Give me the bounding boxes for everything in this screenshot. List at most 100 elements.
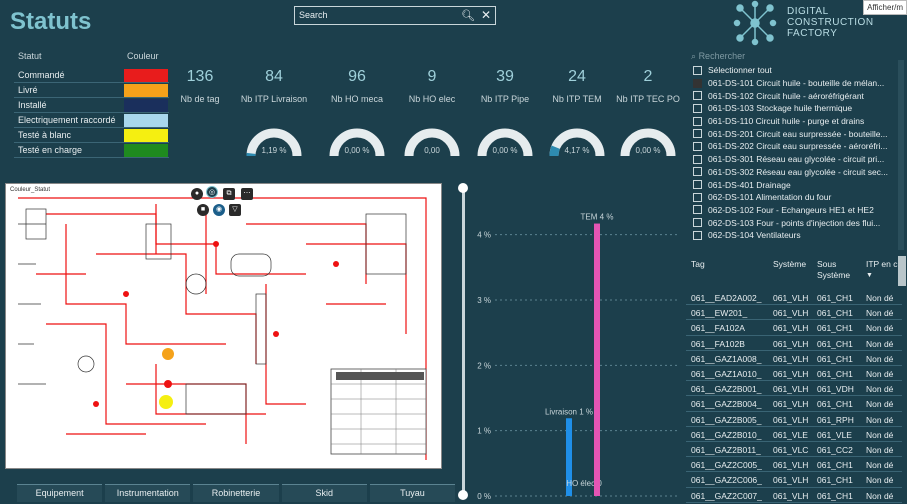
kpi-gauge bbox=[477, 128, 533, 157]
kpi-card: 2 Nb ITP TEC PO bbox=[608, 68, 688, 104]
slicer-item[interactable]: 061-DS-302 Réseau eau glycolée - circuit… bbox=[690, 166, 902, 179]
slicer-item[interactable]: 061-DS-301 Réseau eau glycolée - circuit… bbox=[690, 153, 902, 166]
checkbox[interactable] bbox=[693, 218, 702, 228]
range-slider-bottom-handle[interactable] bbox=[458, 490, 468, 500]
table-row[interactable]: 061__GAZ1A008_ 061_VLH 061_CH1 Non dé bbox=[686, 351, 902, 366]
table-row[interactable]: 061__GAZ2C007_ 061_VLH 061_CH1 Non dé bbox=[686, 488, 902, 503]
checkbox[interactable] bbox=[693, 205, 702, 215]
checkbox[interactable] bbox=[693, 103, 702, 113]
slicer-item-label: 062-DS-101 Alimentation du four bbox=[708, 192, 832, 203]
slicer-item[interactable]: Sélectionner tout bbox=[690, 64, 902, 77]
table-cell: 061_CC2 bbox=[817, 445, 853, 455]
lock-icon[interactable]: ■ bbox=[197, 204, 209, 216]
more-icon[interactable]: ⋯ bbox=[241, 188, 253, 200]
bar-livraison[interactable] bbox=[566, 418, 572, 496]
table-row[interactable]: 061__GAZ2B005_ 061_VLH 061_RPH Non dé bbox=[686, 412, 902, 427]
legend-label: Livré bbox=[18, 85, 38, 95]
pid-drawing[interactable]: Couleur_Statut bbox=[5, 183, 442, 469]
data-label: Livraison 1 % bbox=[545, 407, 593, 416]
table-cell: 061__GAZ2B005_ bbox=[691, 414, 762, 425]
checkbox[interactable] bbox=[693, 91, 702, 101]
checkbox[interactable] bbox=[693, 116, 702, 126]
column-header-systeme[interactable]: Système bbox=[773, 259, 807, 269]
checkbox[interactable] bbox=[693, 141, 702, 151]
kpi-gauge bbox=[246, 128, 302, 157]
y-tick-label: 0 % bbox=[477, 492, 491, 500]
tab-skid[interactable]: Skid bbox=[281, 484, 367, 502]
slicer-item-label: 062-DS-104 Ventilateurs bbox=[708, 230, 801, 241]
table-row[interactable]: 061__GAZ2B011_ 061_VLC 061_CC2 Non dé bbox=[686, 442, 902, 458]
table-scrollbar[interactable] bbox=[898, 256, 906, 286]
table-row[interactable]: 061__EW201_ 061_VLH 061_CH1 Non dé bbox=[686, 305, 902, 321]
table-row[interactable]: 061__FA102B 061_VLH 061_CH1 Non dé bbox=[686, 336, 902, 351]
kpi-value: 84 bbox=[265, 68, 283, 85]
pin-icon[interactable]: ● bbox=[191, 188, 203, 200]
search-input[interactable]: Search 🔍︎ ✕ bbox=[294, 6, 496, 25]
focus-icon[interactable]: ◎ bbox=[206, 186, 218, 198]
table-row[interactable]: 061__FA102A 061_VLH 061_CH1 Non dé bbox=[686, 320, 902, 336]
checkbox[interactable] bbox=[693, 192, 702, 202]
search-icon[interactable]: 🔍︎ bbox=[461, 10, 475, 22]
slicer-item-label: 061-DS-110 Circuit huile - purge et drai… bbox=[708, 116, 865, 127]
slicer-item[interactable]: 061-DS-401 Drainage bbox=[690, 178, 902, 191]
table-row[interactable]: 061__GAZ2C006_ 061_VLH 061_CH1 Non dé bbox=[686, 472, 902, 488]
slicer-item[interactable]: 061-DS-202 Circuit eau surpressée - aéro… bbox=[690, 140, 902, 153]
checkbox[interactable] bbox=[693, 65, 702, 75]
column-header-tag[interactable]: Tag bbox=[691, 259, 705, 269]
checkbox[interactable] bbox=[693, 230, 702, 240]
slicer-item[interactable]: 061-DS-102 Circuit huile - aéroréfrigéra… bbox=[690, 89, 902, 102]
table-row[interactable]: 061__GAZ2B004_ 061_VLH 061_CH1 Non dé bbox=[686, 396, 902, 412]
filter-icon[interactable]: ▽ bbox=[229, 204, 241, 216]
kpi-label: Nb HO elec bbox=[408, 94, 456, 104]
column-header-itp[interactable]: ITP en c ▼ bbox=[866, 259, 898, 281]
gauge-track bbox=[329, 128, 385, 157]
y-tick-label: 3 % bbox=[477, 296, 491, 305]
kpi-label: Nb ITP TEC PO bbox=[616, 94, 680, 104]
slicer-item[interactable]: 062-DS-101 Alimentation du four bbox=[690, 191, 902, 204]
slicer-item[interactable]: 061-DS-101 Circuit huile - bouteille de … bbox=[690, 77, 902, 90]
tab-instrumentation[interactable]: Instrumentation bbox=[105, 484, 191, 502]
slicer-item[interactable]: 062-DS-104 Ventilateurs bbox=[690, 229, 902, 242]
range-slider-top-handle[interactable] bbox=[458, 183, 468, 193]
table-cell: Non dé bbox=[866, 353, 894, 364]
bar-tem[interactable] bbox=[594, 223, 600, 496]
tab-robinetterie[interactable]: Robinetterie bbox=[193, 484, 279, 502]
tab-tuyau[interactable]: Tuyau bbox=[369, 484, 456, 502]
slicer-search-input[interactable]: ⌕ Rechercher bbox=[691, 51, 745, 62]
table-cell: 061__GAZ1A010_ bbox=[691, 369, 762, 379]
slicer-item-label: Sélectionner tout bbox=[708, 65, 772, 76]
table-cell: 061_CH1 bbox=[817, 399, 853, 410]
table-cell: 061_CH1 bbox=[817, 338, 853, 349]
table-row[interactable]: 061__GAZ2C005_ 061_VLH 061_CH1 Non dé bbox=[686, 457, 902, 473]
checkbox[interactable] bbox=[693, 78, 702, 88]
slicer-item[interactable]: 061-DS-201 Circuit eau surpressée - bout… bbox=[690, 127, 902, 140]
legend-row: Electriquement raccordé bbox=[14, 114, 169, 128]
column-header-sous-systeme[interactable]: Sous Système bbox=[817, 259, 850, 281]
table-row[interactable]: 061__GAZ1A010_ 061_VLH 061_CH1 Non dé bbox=[686, 366, 902, 382]
slicer-item[interactable]: 062-DS-102 Four - Echangeurs HE1 et HE2 bbox=[690, 204, 902, 217]
table-cell: Non dé bbox=[866, 369, 894, 379]
slicer-item[interactable]: 062-DS-103 Four - points d'injection des… bbox=[690, 216, 902, 229]
slicer-scrollbar[interactable] bbox=[898, 60, 904, 250]
clear-icon[interactable]: ✕ bbox=[480, 8, 491, 22]
category-tabs: Equipement Instrumentation Robinetterie Ski… bbox=[17, 484, 456, 502]
checkbox[interactable] bbox=[693, 154, 702, 164]
table-cell: 061_VLE bbox=[773, 429, 808, 440]
table-row[interactable]: 061__EAD2A002_ 061_VLH 061_CH1 Non dé bbox=[686, 290, 902, 306]
slicer-item[interactable]: 061-DS-103 Stockage huile thermique bbox=[690, 102, 902, 115]
table-row[interactable]: 061__GAZ2B001_ 061_VLH 061_VDH Non dé bbox=[686, 381, 902, 397]
checkbox[interactable] bbox=[693, 167, 702, 177]
checkbox[interactable] bbox=[693, 129, 702, 139]
slicer-item[interactable]: 061-DS-110 Circuit huile - purge et drai… bbox=[690, 115, 902, 128]
logo-text: DIGITAL CONSTRUCTION FACTORY bbox=[787, 6, 874, 39]
table-cell: 061_VLH bbox=[773, 460, 809, 471]
kpi-label: Nb ITP Livraison bbox=[240, 94, 308, 104]
tab-equipement[interactable]: Equipement bbox=[17, 484, 103, 502]
copy-icon[interactable]: ⧉ bbox=[223, 188, 235, 200]
range-slider-track[interactable] bbox=[462, 188, 465, 494]
sort-desc-icon[interactable]: ▼ bbox=[866, 272, 873, 279]
checkbox[interactable] bbox=[693, 180, 702, 190]
legend-label: Installé bbox=[18, 100, 47, 110]
table-row[interactable]: 061__GAZ2B010_ 061_VLE 061_VLE Non dé bbox=[686, 427, 902, 442]
expand-icon[interactable]: ◉ bbox=[213, 204, 225, 216]
